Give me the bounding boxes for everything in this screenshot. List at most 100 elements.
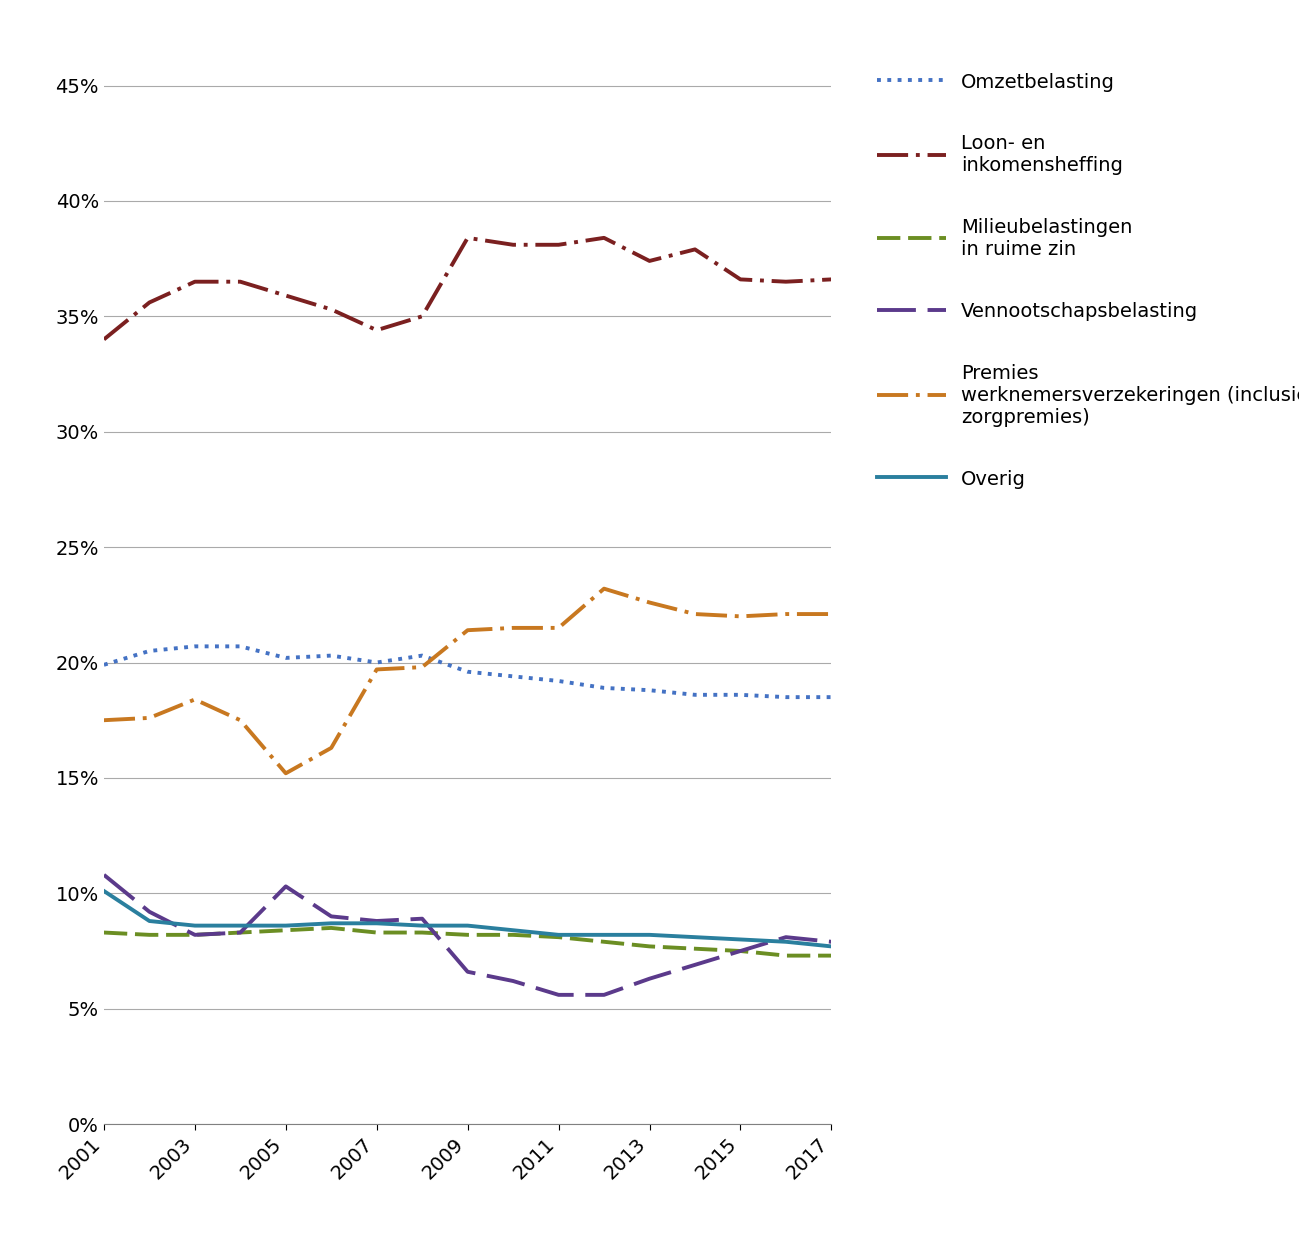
Loon- en
inkomensheffing xyxy=(824,272,839,287)
Line: Overig: Overig xyxy=(104,891,831,947)
Omzetbelasting xyxy=(551,673,566,688)
Premies
werknemersverzekeringen (inclusief
zorgpremies) xyxy=(824,607,839,622)
Overig xyxy=(369,916,385,931)
Omzetbelasting xyxy=(233,639,248,654)
Premies
werknemersverzekeringen (inclusief
zorgpremies) xyxy=(778,607,794,622)
Vennootschapsbelasting xyxy=(505,973,521,988)
Milieubelastingen
in ruime zin xyxy=(233,926,248,940)
Premies
werknemersverzekeringen (inclusief
zorgpremies) xyxy=(369,662,385,677)
Loon- en
inkomensheffing xyxy=(187,275,203,290)
Milieubelastingen
in ruime zin xyxy=(414,926,430,940)
Loon- en
inkomensheffing xyxy=(142,295,157,310)
Premies
werknemersverzekeringen (inclusief
zorgpremies) xyxy=(642,595,657,610)
Premies
werknemersverzekeringen (inclusief
zorgpremies) xyxy=(687,607,703,622)
Vennootschapsbelasting xyxy=(233,926,248,940)
Line: Omzetbelasting: Omzetbelasting xyxy=(104,647,831,697)
Milieubelastingen
in ruime zin xyxy=(323,921,339,936)
Loon- en
inkomensheffing xyxy=(233,275,248,290)
Omzetbelasting xyxy=(278,651,294,666)
Vennootschapsbelasting xyxy=(96,867,112,882)
Premies
werknemersverzekeringen (inclusief
zorgpremies) xyxy=(233,713,248,728)
Vennootschapsbelasting xyxy=(642,972,657,987)
Omzetbelasting xyxy=(323,648,339,663)
Premies
werknemersverzekeringen (inclusief
zorgpremies) xyxy=(596,581,612,596)
Premies
werknemersverzekeringen (inclusief
zorgpremies) xyxy=(505,621,521,636)
Vennootschapsbelasting xyxy=(778,929,794,944)
Vennootschapsbelasting xyxy=(323,909,339,924)
Premies
werknemersverzekeringen (inclusief
zorgpremies) xyxy=(414,659,430,674)
Premies
werknemersverzekeringen (inclusief
zorgpremies) xyxy=(551,621,566,636)
Overig xyxy=(596,927,612,942)
Vennootschapsbelasting xyxy=(687,957,703,972)
Overig xyxy=(142,913,157,928)
Overig xyxy=(505,923,521,938)
Loon- en
inkomensheffing xyxy=(687,242,703,257)
Overig xyxy=(824,939,839,954)
Omzetbelasting xyxy=(642,683,657,698)
Omzetbelasting xyxy=(187,639,203,654)
Overig xyxy=(414,918,430,933)
Milieubelastingen
in ruime zin xyxy=(96,926,112,940)
Overig xyxy=(323,916,339,931)
Premies
werknemersverzekeringen (inclusief
zorgpremies) xyxy=(142,711,157,726)
Omzetbelasting xyxy=(505,669,521,684)
Overig xyxy=(551,927,566,942)
Milieubelastingen
in ruime zin xyxy=(778,948,794,963)
Milieubelastingen
in ruime zin xyxy=(733,943,748,958)
Overig xyxy=(687,929,703,944)
Loon- en
inkomensheffing xyxy=(551,237,566,252)
Line: Premies
werknemersverzekeringen (inclusief
zorgpremies): Premies werknemersverzekeringen (inclusi… xyxy=(104,588,831,773)
Omzetbelasting xyxy=(96,657,112,672)
Premies
werknemersverzekeringen (inclusief
zorgpremies) xyxy=(733,608,748,623)
Overig xyxy=(233,918,248,933)
Vennootschapsbelasting xyxy=(460,964,475,979)
Premies
werknemersverzekeringen (inclusief
zorgpremies) xyxy=(96,713,112,728)
Omzetbelasting xyxy=(733,687,748,702)
Line: Milieubelastingen
in ruime zin: Milieubelastingen in ruime zin xyxy=(104,928,831,955)
Loon- en
inkomensheffing xyxy=(96,332,112,347)
Milieubelastingen
in ruime zin xyxy=(596,934,612,949)
Premies
werknemersverzekeringen (inclusief
zorgpremies) xyxy=(460,623,475,638)
Omzetbelasting xyxy=(687,687,703,702)
Overig xyxy=(778,934,794,949)
Vennootschapsbelasting xyxy=(414,912,430,927)
Premies
werknemersverzekeringen (inclusief
zorgpremies) xyxy=(187,692,203,707)
Milieubelastingen
in ruime zin xyxy=(824,948,839,963)
Vennootschapsbelasting xyxy=(142,904,157,919)
Loon- en
inkomensheffing xyxy=(323,302,339,317)
Premies
werknemersverzekeringen (inclusief
zorgpremies) xyxy=(278,766,294,781)
Vennootschapsbelasting xyxy=(278,879,294,894)
Loon- en
inkomensheffing xyxy=(460,230,475,245)
Omzetbelasting xyxy=(596,681,612,696)
Milieubelastingen
in ruime zin xyxy=(369,926,385,940)
Milieubelastingen
in ruime zin xyxy=(142,927,157,942)
Milieubelastingen
in ruime zin xyxy=(505,927,521,942)
Loon- en
inkomensheffing xyxy=(414,309,430,323)
Vennootschapsbelasting xyxy=(596,988,612,1003)
Milieubelastingen
in ruime zin xyxy=(278,923,294,938)
Omzetbelasting xyxy=(414,648,430,663)
Vennootschapsbelasting xyxy=(824,934,839,949)
Overig xyxy=(733,932,748,947)
Omzetbelasting xyxy=(778,689,794,704)
Legend: Omzetbelasting, Loon- en
inkomensheffing, Milieubelastingen
in ruime zin, Vennoo: Omzetbelasting, Loon- en inkomensheffing… xyxy=(877,72,1299,490)
Vennootschapsbelasting xyxy=(369,913,385,928)
Omzetbelasting xyxy=(460,664,475,679)
Premies
werknemersverzekeringen (inclusief
zorgpremies) xyxy=(323,741,339,756)
Vennootschapsbelasting xyxy=(187,927,203,942)
Line: Loon- en
inkomensheffing: Loon- en inkomensheffing xyxy=(104,237,831,340)
Overig xyxy=(96,883,112,898)
Vennootschapsbelasting xyxy=(733,943,748,958)
Omzetbelasting xyxy=(369,654,385,669)
Milieubelastingen
in ruime zin xyxy=(551,929,566,944)
Loon- en
inkomensheffing xyxy=(733,272,748,287)
Loon- en
inkomensheffing xyxy=(369,322,385,337)
Overig xyxy=(460,918,475,933)
Loon- en
inkomensheffing xyxy=(778,275,794,290)
Loon- en
inkomensheffing xyxy=(596,230,612,245)
Line: Vennootschapsbelasting: Vennootschapsbelasting xyxy=(104,874,831,995)
Overig xyxy=(278,918,294,933)
Overig xyxy=(187,918,203,933)
Milieubelastingen
in ruime zin xyxy=(187,927,203,942)
Omzetbelasting xyxy=(824,689,839,704)
